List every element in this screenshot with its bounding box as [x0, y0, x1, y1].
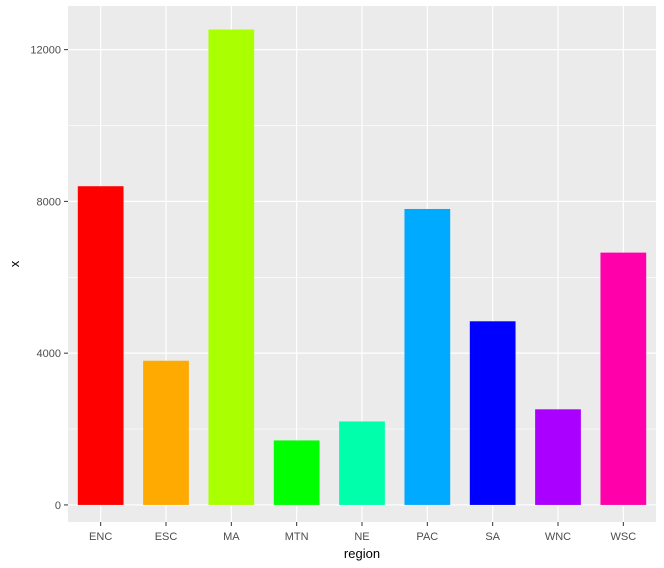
bar-ne: [339, 421, 385, 505]
x-tick-label: PAC: [416, 531, 438, 543]
y-axis-title: x: [7, 260, 22, 267]
x-tick-label: ESC: [155, 531, 178, 543]
y-tick-label: 8000: [37, 196, 61, 208]
x-tick-label: ENC: [89, 531, 112, 543]
bar-ma: [208, 29, 255, 505]
bar-wnc: [535, 409, 581, 505]
bar-wsc: [600, 252, 647, 505]
bar-mtn: [273, 440, 320, 505]
x-tick-label: MTN: [285, 531, 309, 543]
y-tick-label: 4000: [37, 348, 61, 360]
x-tick-label: NE: [354, 531, 369, 543]
x-tick-label: MA: [223, 531, 240, 543]
y-tick-label: 12000: [30, 45, 61, 57]
bars: [77, 29, 647, 505]
y-axis: 0 4000 8000 12000: [30, 45, 68, 512]
bar-esc: [143, 360, 189, 505]
bar-pac: [404, 208, 451, 505]
bar-enc: [77, 186, 124, 505]
x-tick-label: WNC: [545, 531, 571, 543]
x-axis-title: region: [344, 546, 380, 561]
y-tick-label: 0: [55, 500, 61, 512]
bar-sa: [469, 321, 516, 505]
x-tick-label: SA: [485, 531, 500, 543]
x-axis: ENC ESC MA MTN NE PAC SA WNC WSC: [89, 522, 636, 543]
x-tick-label: WSC: [610, 531, 636, 543]
